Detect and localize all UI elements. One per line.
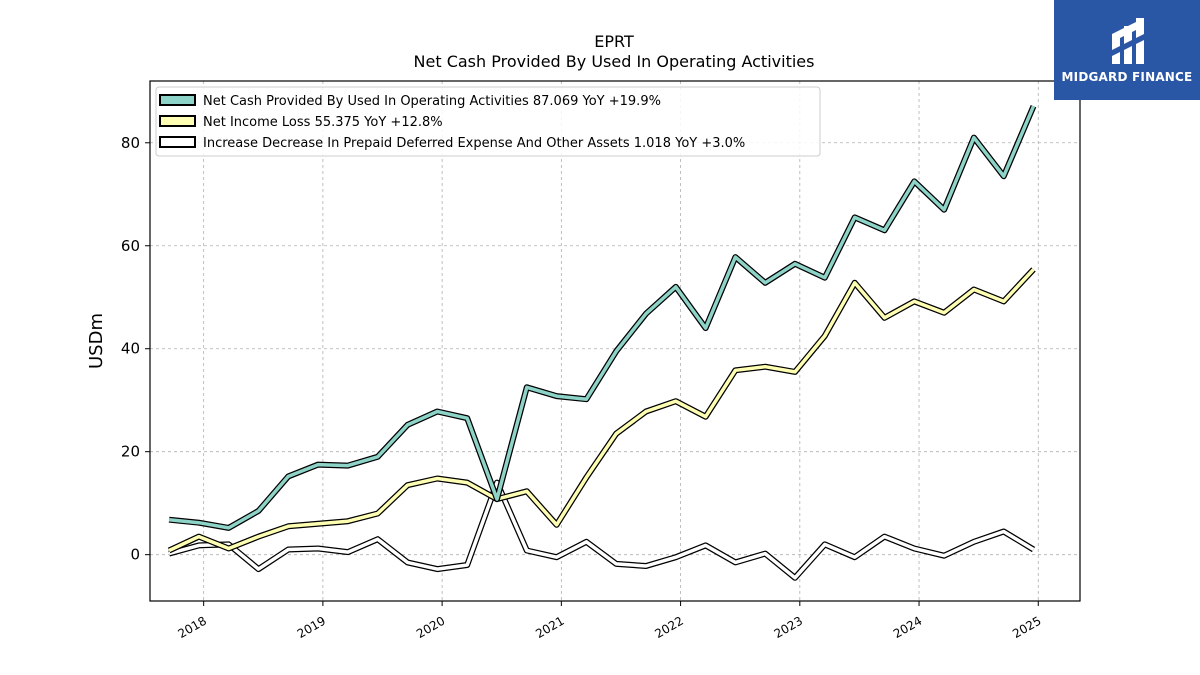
y-tick-label-1: 20	[121, 443, 140, 461]
brand-name: MIDGARD FINANCE	[1061, 70, 1193, 84]
x-axis: 2018 2019 2020 2021 2022 2023 2024 2025	[176, 601, 1044, 641]
y-axis-label: USDm	[86, 313, 107, 369]
series-line-1	[168, 268, 1035, 553]
x-tick-label-2: 2020	[414, 614, 447, 641]
chart-subtitle: Net Cash Provided By Used In Operating A…	[414, 52, 815, 71]
x-tick-label-4: 2022	[652, 614, 685, 641]
legend-swatch-0	[159, 94, 196, 106]
x-tick-label-0: 2018	[176, 614, 209, 641]
x-tick-label-3: 2021	[533, 614, 566, 641]
legend-label-0: Net Cash Provided By Used In Operating A…	[203, 94, 661, 109]
brand-logo: MIDGARD FINANCE	[1054, 0, 1200, 100]
chart-title: EPRT	[594, 32, 634, 51]
y-tick-label-4: 80	[121, 134, 140, 152]
legend-swatch-2	[159, 136, 196, 148]
legend-box	[155, 86, 821, 157]
y-axis: 0 20 40 60 80	[121, 134, 150, 564]
series-layer	[167, 105, 1037, 581]
series-line-0	[168, 105, 1036, 530]
legend-label-2: Increase Decrease In Prepaid Deferred Ex…	[203, 136, 745, 151]
plot-frame	[149, 80, 1081, 602]
x-tick-label-1: 2019	[295, 614, 328, 641]
series-outline-2	[168, 479, 1036, 581]
x-tick-label-7: 2025	[1010, 614, 1043, 641]
legend-swatch-1	[159, 115, 196, 127]
series-outline-1	[167, 267, 1036, 554]
series-outline-0	[168, 105, 1037, 531]
y-tick-label-0: 0	[130, 546, 140, 564]
x-tick-label-6: 2024	[891, 614, 924, 641]
series-line-2	[168, 480, 1035, 580]
legend-label-1: Net Income Loss 55.375 YoY +12.8%	[203, 115, 443, 130]
y-tick-label-2: 40	[121, 340, 140, 358]
grid	[150, 81, 1080, 601]
y-tick-label-3: 60	[121, 237, 140, 255]
legend: Net Cash Provided By Used In Operating A…	[155, 86, 821, 157]
x-tick-label-5: 2023	[772, 614, 805, 641]
brand-mark-icon	[1112, 18, 1144, 64]
